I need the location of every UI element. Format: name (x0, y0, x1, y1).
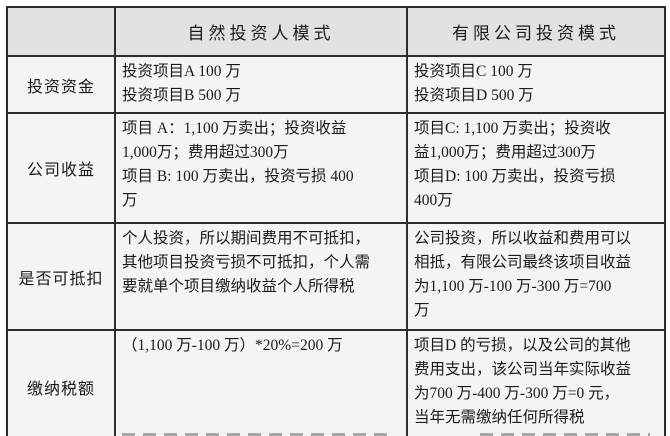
clipped-next-row-text-hint (122, 433, 390, 436)
header-limited-company-mode: 有限公司投资模式 (406, 6, 666, 57)
clipped-next-row-text-hint (480, 433, 650, 436)
row-tax-paid-natural: （1,100 万-100 万）*20%=200 万 (114, 329, 408, 436)
row-invest-funds-company: 投资项目C 100 万 投资项目D 500 万 (406, 55, 666, 114)
row-invest-funds: 投资资金 投资项目A 100 万 投资项目B 500 万 投资项目C 100 万… (6, 55, 666, 114)
row-deductible-natural: 个人投资，所以期间费用不可抵扣， 其他项目投资亏损不可抵扣，个人需 要就单个项目… (114, 222, 408, 331)
row-company-income-company: 项目C: 1,100 万卖出；投资收 益1,000万；费用超过300万 项目D:… (406, 112, 666, 224)
header-empty-cell (6, 6, 116, 57)
header-row: 自然投资人模式 有限公司投资模式 (6, 6, 666, 57)
row-tax-paid-label: 缴纳税额 (6, 329, 116, 436)
row-company-income: 公司收益 项目 A：1,100 万卖出；投资收益 1,000万；费用超过300万… (6, 112, 666, 224)
row-deductible: 是否可抵扣 个人投资，所以期间费用不可抵扣， 其他项目投资亏损不可抵扣，个人需 … (6, 222, 666, 331)
row-tax-paid: 缴纳税额 （1,100 万-100 万）*20%=200 万 项目D 的亏损，以… (6, 329, 666, 436)
row-deductible-company: 公司投资，所以收益和费用可以 相抵，有限公司最终该项目收益 为1,100 万-1… (406, 222, 666, 331)
row-deductible-label: 是否可抵扣 (6, 222, 116, 331)
row-tax-paid-company: 项目D 的亏损，以及公司的其他 费用支出，该公司当年实际收益 为700 万-40… (406, 329, 666, 436)
row-company-income-natural: 项目 A：1,100 万卖出；投资收益 1,000万；费用超过300万 项目 B… (114, 112, 408, 224)
row-company-income-label: 公司收益 (6, 112, 116, 224)
investment-comparison-table: 自然投资人模式 有限公司投资模式 投资资金 投资项目A 100 万 投资项目B … (6, 6, 666, 436)
row-invest-funds-label: 投资资金 (6, 55, 116, 114)
row-invest-funds-natural: 投资项目A 100 万 投资项目B 500 万 (114, 55, 408, 114)
header-natural-investor-mode: 自然投资人模式 (114, 6, 408, 57)
